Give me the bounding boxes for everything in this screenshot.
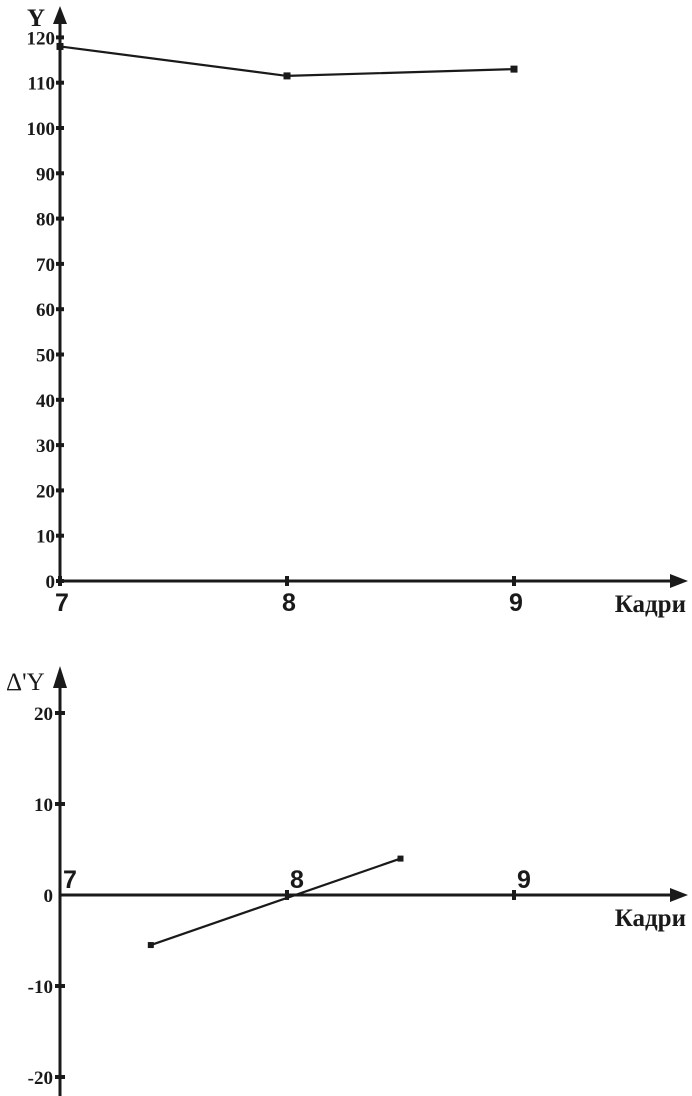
y-tick-label: -20 [28, 1068, 53, 1089]
y-axis-title: Δ'Y [6, 669, 45, 696]
y-tick-label: 0 [46, 572, 56, 593]
x-axis-arrow [670, 574, 688, 588]
y-tick-label: 60 [36, 300, 55, 321]
y-axis-arrow [53, 666, 67, 688]
y-tick-label: -10 [28, 977, 53, 998]
y-tick-label: 70 [36, 255, 55, 276]
x-tick-label: 9 [517, 866, 531, 894]
data-point [56, 42, 64, 50]
y-axis-title: Y [27, 5, 45, 32]
y-tick-label: 80 [36, 210, 55, 231]
y-tick-label: 30 [36, 436, 55, 457]
x-tick-label: 7 [55, 589, 69, 617]
series-line [59, 45, 515, 78]
data-point [510, 65, 518, 73]
x-axis-arrow [670, 888, 688, 902]
x-axis-title: Кадри [615, 905, 686, 932]
data-point [283, 72, 291, 80]
y-tick-label: 10 [34, 795, 53, 816]
y-tick-label: 20 [34, 704, 53, 725]
x-tick-label: 8 [282, 589, 296, 617]
y-tick-label: 120 [27, 28, 56, 49]
y-tick-label: 110 [28, 74, 55, 95]
x-tick-label: 8 [290, 866, 304, 894]
y-tick-label: 20 [36, 481, 55, 502]
y-tick-label: 50 [36, 346, 55, 367]
x-tick-label: 7 [63, 866, 77, 894]
data-point [397, 855, 404, 862]
x-axis-title: Кадри [615, 591, 686, 618]
y-axis-arrow [53, 6, 67, 24]
y-tick-label: 0 [44, 886, 54, 907]
data-point [147, 942, 154, 949]
x-tick-label: 9 [509, 589, 523, 617]
y-tick-label: 40 [36, 391, 55, 412]
series-line [150, 857, 401, 947]
y-tick-label: 90 [36, 164, 55, 185]
y-tick-label: 10 [36, 527, 55, 548]
y-tick-label: 100 [27, 119, 56, 140]
